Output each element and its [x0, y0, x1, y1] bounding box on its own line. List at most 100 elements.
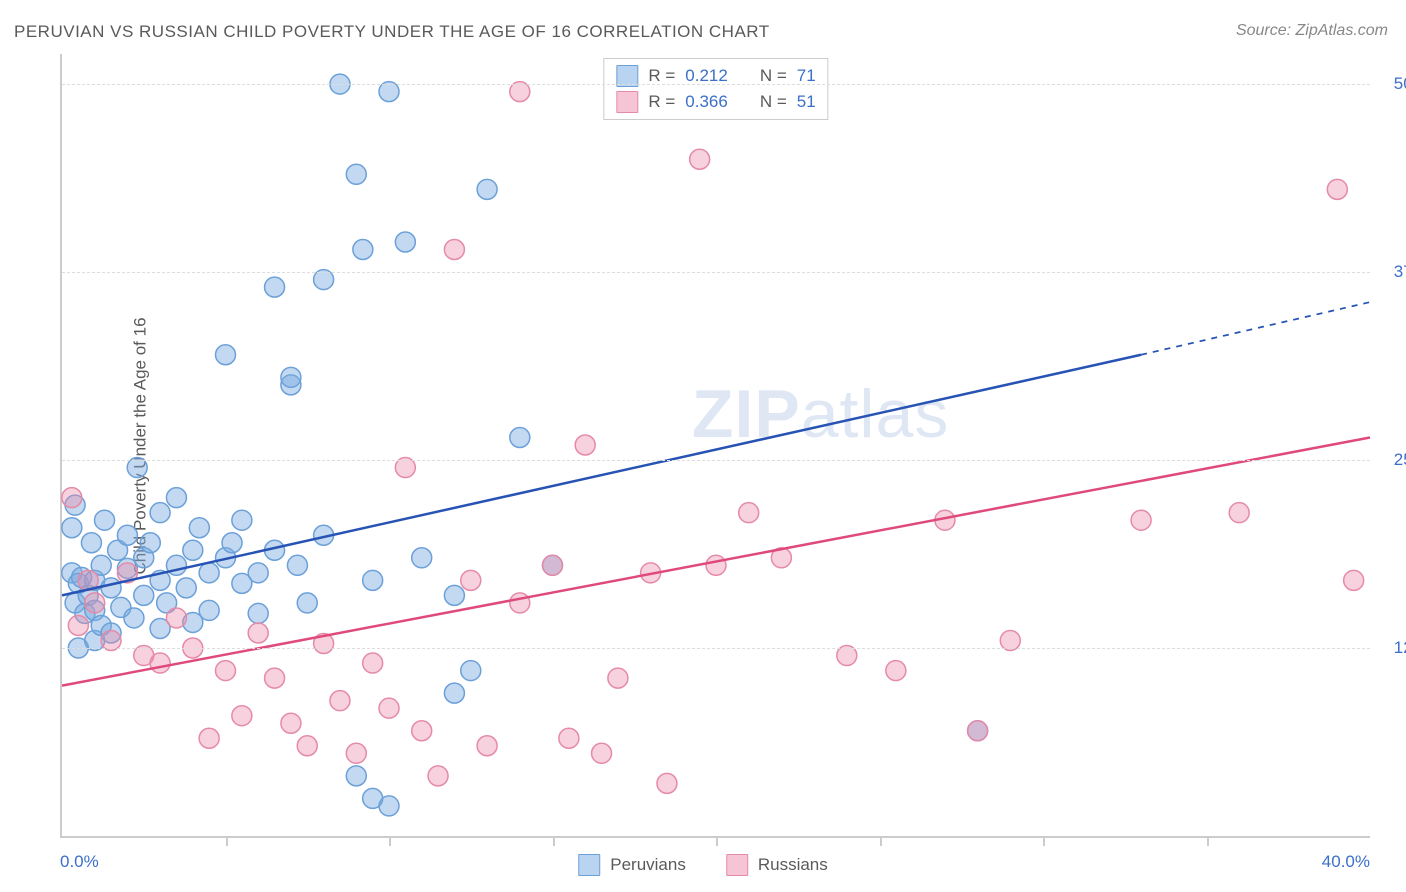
- scatter-point: [166, 488, 186, 508]
- legend-series-name: Peruvians: [610, 855, 686, 875]
- x-tick: [880, 836, 882, 846]
- scatter-point: [1327, 179, 1347, 199]
- x-tick: [226, 836, 228, 846]
- legend-swatch: [578, 854, 600, 876]
- scatter-point: [412, 548, 432, 568]
- scatter-point: [346, 766, 366, 786]
- scatter-point: [1229, 503, 1249, 523]
- legend-r-value: 0.366: [685, 92, 728, 112]
- scatter-point: [968, 721, 988, 741]
- scatter-point: [134, 585, 154, 605]
- scatter-point: [444, 240, 464, 260]
- scatter-point: [62, 518, 82, 538]
- scatter-point: [1131, 510, 1151, 530]
- scatter-point: [281, 367, 301, 387]
- scatter-point: [124, 608, 144, 628]
- scatter-point: [216, 661, 236, 681]
- scatter-point: [395, 232, 415, 252]
- source-attribution: Source: ZipAtlas.com: [1236, 22, 1388, 40]
- y-tick-label: 12.5%: [1394, 638, 1406, 658]
- gridline-h: [62, 460, 1370, 461]
- scatter-point: [330, 691, 350, 711]
- scatter-point: [81, 533, 101, 553]
- scatter-point: [265, 277, 285, 297]
- legend-swatch: [726, 854, 748, 876]
- legend-r-value: 0.212: [685, 66, 728, 86]
- y-tick-label: 25.0%: [1394, 450, 1406, 470]
- scatter-point: [477, 179, 497, 199]
- correlation-legend: R =0.212N =71R =0.366N =51: [603, 58, 828, 120]
- legend-n-value: 71: [797, 66, 816, 86]
- x-tick: [553, 836, 555, 846]
- scatter-point: [232, 706, 252, 726]
- scatter-point: [216, 345, 236, 365]
- gridline-h: [62, 648, 1370, 649]
- scatter-point: [248, 563, 268, 583]
- chart-svg: [62, 54, 1370, 836]
- legend-series-name: Russians: [758, 855, 828, 875]
- scatter-point: [739, 503, 759, 523]
- scatter-point: [363, 653, 383, 673]
- scatter-point: [117, 525, 137, 545]
- scatter-point: [287, 555, 307, 575]
- scatter-point: [232, 510, 252, 530]
- scatter-point: [68, 615, 88, 635]
- scatter-point: [510, 593, 530, 613]
- chart-title: PERUVIAN VS RUSSIAN CHILD POVERTY UNDER …: [14, 22, 770, 42]
- scatter-point: [461, 661, 481, 681]
- legend-n-label: N =: [760, 92, 787, 112]
- scatter-point: [510, 427, 530, 447]
- scatter-point: [886, 661, 906, 681]
- scatter-point: [189, 518, 209, 538]
- scatter-point: [543, 555, 563, 575]
- scatter-point: [199, 563, 219, 583]
- scatter-point: [444, 585, 464, 605]
- trend-line-extrapolated: [1141, 302, 1370, 355]
- legend-n-label: N =: [760, 66, 787, 86]
- x-axis-max-label: 40.0%: [1322, 852, 1370, 872]
- scatter-point: [363, 570, 383, 590]
- scatter-point: [150, 653, 170, 673]
- scatter-point: [379, 698, 399, 718]
- scatter-point: [608, 668, 628, 688]
- scatter-point: [477, 736, 497, 756]
- legend-item: Russians: [726, 854, 828, 876]
- x-tick: [1043, 836, 1045, 846]
- scatter-point: [690, 149, 710, 169]
- scatter-point: [461, 570, 481, 590]
- scatter-point: [559, 728, 579, 748]
- scatter-point: [346, 743, 366, 763]
- gridline-h: [62, 84, 1370, 85]
- scatter-point: [265, 668, 285, 688]
- scatter-point: [166, 608, 186, 628]
- x-tick: [716, 836, 718, 846]
- series-legend: Peruvians Russians: [578, 854, 828, 876]
- y-tick-label: 37.5%: [1394, 262, 1406, 282]
- scatter-point: [346, 164, 366, 184]
- scatter-point: [101, 578, 121, 598]
- scatter-point: [706, 555, 726, 575]
- plot-area: ZIPatlas R =0.212N =71R =0.366N =51 12.5…: [60, 54, 1370, 838]
- scatter-point: [363, 788, 383, 808]
- scatter-point: [657, 773, 677, 793]
- scatter-point: [150, 503, 170, 523]
- scatter-point: [248, 603, 268, 623]
- scatter-point: [183, 540, 203, 560]
- scatter-point: [412, 721, 432, 741]
- legend-swatch: [616, 91, 638, 113]
- scatter-point: [62, 488, 82, 508]
- scatter-point: [199, 600, 219, 620]
- legend-r-label: R =: [648, 66, 675, 86]
- scatter-point: [176, 578, 196, 598]
- x-axis-origin-label: 0.0%: [60, 852, 99, 872]
- scatter-point: [297, 736, 317, 756]
- gridline-h: [62, 272, 1370, 273]
- scatter-point: [199, 728, 219, 748]
- scatter-point: [95, 510, 115, 530]
- scatter-point: [85, 593, 105, 613]
- source-prefix: Source:: [1236, 22, 1296, 39]
- x-tick: [1207, 836, 1209, 846]
- source-name: ZipAtlas.com: [1296, 22, 1388, 39]
- scatter-point: [281, 713, 301, 733]
- legend-n-value: 51: [797, 92, 816, 112]
